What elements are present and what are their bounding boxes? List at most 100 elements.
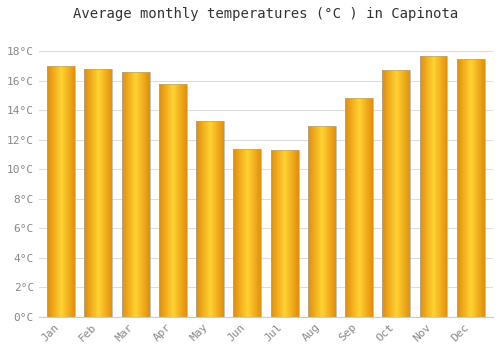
Bar [395, 70, 396, 317]
Bar [309, 126, 310, 317]
Bar [240, 149, 241, 317]
Bar [201, 120, 202, 317]
Bar [457, 58, 458, 317]
Bar [259, 149, 260, 317]
Bar [352, 98, 353, 317]
Bar [180, 84, 181, 317]
Bar [364, 98, 365, 317]
Bar [308, 126, 309, 317]
Bar [260, 149, 262, 317]
Bar [179, 84, 180, 317]
Bar [196, 120, 197, 317]
Bar [88, 69, 89, 317]
Bar [211, 120, 212, 317]
Bar [239, 149, 240, 317]
Bar [219, 120, 220, 317]
Bar [183, 84, 184, 317]
Bar [217, 120, 218, 317]
Bar [432, 56, 433, 317]
Bar [63, 66, 64, 317]
Bar [86, 69, 87, 317]
Bar [270, 150, 271, 317]
Bar [382, 70, 383, 317]
Bar [133, 72, 134, 317]
Bar [440, 56, 442, 317]
Bar [397, 70, 398, 317]
Bar [223, 120, 224, 317]
Bar [355, 98, 356, 317]
Bar [220, 120, 222, 317]
Bar [460, 58, 461, 317]
Bar [285, 150, 286, 317]
Bar [312, 126, 313, 317]
Bar [403, 70, 404, 317]
Bar [58, 66, 59, 317]
Bar [317, 126, 318, 317]
Bar [129, 72, 130, 317]
Bar [420, 56, 421, 317]
Bar [424, 56, 425, 317]
Bar [320, 126, 321, 317]
Bar [202, 120, 203, 317]
Bar [161, 84, 162, 317]
Bar [87, 69, 88, 317]
Bar [272, 150, 273, 317]
Bar [51, 66, 52, 317]
Bar [423, 56, 424, 317]
Bar [284, 150, 285, 317]
Bar [96, 69, 98, 317]
Bar [457, 58, 484, 317]
Bar [271, 150, 272, 317]
Bar [436, 56, 437, 317]
Bar [216, 120, 217, 317]
Bar [205, 120, 206, 317]
Bar [427, 56, 428, 317]
Bar [111, 69, 112, 317]
Bar [368, 98, 369, 317]
Bar [257, 149, 258, 317]
Bar [128, 72, 129, 317]
Bar [178, 84, 179, 317]
Bar [143, 72, 144, 317]
Bar [476, 58, 477, 317]
Bar [177, 84, 178, 317]
Bar [241, 149, 242, 317]
Bar [404, 70, 405, 317]
Bar [386, 70, 387, 317]
Bar [400, 70, 402, 317]
Bar [254, 149, 255, 317]
Bar [474, 58, 475, 317]
Bar [253, 149, 254, 317]
Bar [199, 120, 200, 317]
Bar [200, 120, 201, 317]
Bar [402, 70, 403, 317]
Bar [465, 58, 466, 317]
Bar [447, 56, 448, 317]
Bar [349, 98, 350, 317]
Bar [218, 120, 219, 317]
Bar [314, 126, 315, 317]
Bar [94, 69, 95, 317]
Bar [326, 126, 327, 317]
Bar [479, 58, 480, 317]
Bar [149, 72, 150, 317]
Bar [72, 66, 73, 317]
Bar [353, 98, 354, 317]
Bar [170, 84, 171, 317]
Bar [480, 58, 481, 317]
Bar [323, 126, 324, 317]
Bar [132, 72, 133, 317]
Bar [245, 149, 246, 317]
Bar [280, 150, 281, 317]
Bar [361, 98, 362, 317]
Bar [472, 58, 473, 317]
Bar [131, 72, 132, 317]
Bar [433, 56, 434, 317]
Bar [160, 84, 161, 317]
Bar [244, 149, 245, 317]
Bar [122, 72, 150, 317]
Bar [384, 70, 385, 317]
Bar [407, 70, 408, 317]
Bar [69, 66, 70, 317]
Bar [222, 120, 223, 317]
